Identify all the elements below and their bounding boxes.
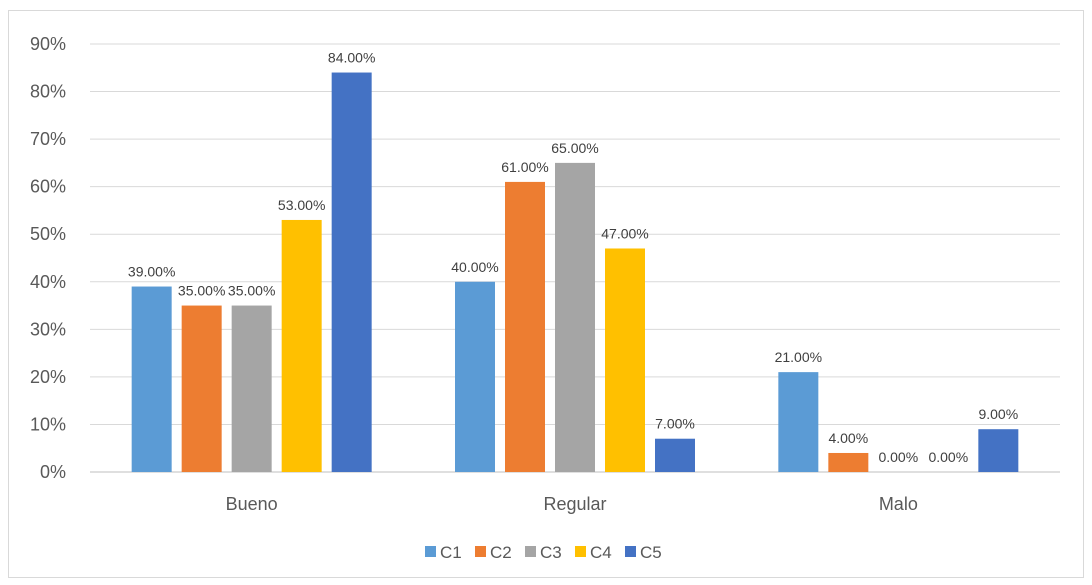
data-label: 0.00% <box>878 449 918 465</box>
y-tick-label: 10% <box>30 414 66 434</box>
data-label: 47.00% <box>601 225 648 241</box>
legend-item-c1: C1 <box>425 543 462 562</box>
data-label: 9.00% <box>978 406 1018 422</box>
x-category-label: Bueno <box>226 494 278 514</box>
y-tick-label: 30% <box>30 319 66 339</box>
bar-c4-bueno <box>281 219 322 472</box>
data-label: 7.00% <box>655 416 695 432</box>
bar-c3-regular <box>555 162 595 472</box>
y-tick-label: 40% <box>30 272 66 292</box>
legend-swatch <box>575 546 586 557</box>
bar-c2-bueno <box>181 305 222 472</box>
bar-c4-regular <box>605 248 645 472</box>
data-label: 61.00% <box>501 159 548 175</box>
legend: C1 C2 C3 C4 C5 <box>425 543 662 562</box>
bar-c5-bueno <box>331 72 372 473</box>
bar-c1-malo <box>778 372 819 472</box>
data-labels: 39.00%35.00% 35.00%53.00%84.00%40.00%61.0… <box>128 50 1018 465</box>
data-label: 35.00% <box>228 283 275 299</box>
bar-c1-regular <box>455 281 495 472</box>
data-label: 39.00% <box>128 264 175 280</box>
y-tick-label: 90% <box>30 34 66 54</box>
data-label: 21.00% <box>775 349 822 365</box>
legend-swatch <box>525 546 536 557</box>
legend-label: C5 <box>640 543 662 562</box>
data-label: 84.00% <box>328 50 375 66</box>
legend-swatch <box>425 546 436 557</box>
x-axis: Bueno Regular Malo <box>226 494 918 514</box>
legend-swatch <box>475 546 486 557</box>
legend-item-c4: C4 <box>575 543 612 562</box>
data-label: 35.00% <box>178 283 225 299</box>
legend-item-c2: C2 <box>475 543 512 562</box>
legend-label: C4 <box>590 543 612 562</box>
y-tick-label: 80% <box>30 82 66 102</box>
legend-swatch <box>625 546 636 557</box>
x-category-label: Regular <box>543 494 606 514</box>
y-tick-label: 70% <box>30 129 66 149</box>
legend-item-c3: C3 <box>525 543 562 562</box>
legend-label: C1 <box>440 543 462 562</box>
bar-c2-regular <box>505 181 545 472</box>
y-axis: 0% 10% 20% 30% 40% 50% 60% 70% 80% 90% <box>30 34 66 482</box>
chart-frame <box>8 10 1084 578</box>
legend-item-c5: C5 <box>625 543 662 562</box>
data-label: 4.00% <box>828 430 868 446</box>
data-label: 0.00% <box>928 449 968 465</box>
data-label: 53.00% <box>278 197 325 213</box>
y-tick-label: 60% <box>30 177 66 197</box>
bar-c3-bueno <box>231 305 272 472</box>
bar-c1-bueno <box>131 286 172 472</box>
bars <box>131 72 1019 473</box>
data-label: 65.00% <box>551 140 598 156</box>
legend-label: C2 <box>490 543 512 562</box>
bar-c5-regular <box>655 438 695 472</box>
bar-c2-malo <box>828 452 869 472</box>
y-tick-label: 0% <box>40 462 66 482</box>
data-label: 40.00% <box>451 259 498 275</box>
x-category-label: Malo <box>879 494 918 514</box>
y-tick-label: 20% <box>30 367 66 387</box>
y-tick-label: 50% <box>30 224 66 244</box>
bar-c5-malo <box>978 429 1019 472</box>
legend-label: C3 <box>540 543 562 562</box>
